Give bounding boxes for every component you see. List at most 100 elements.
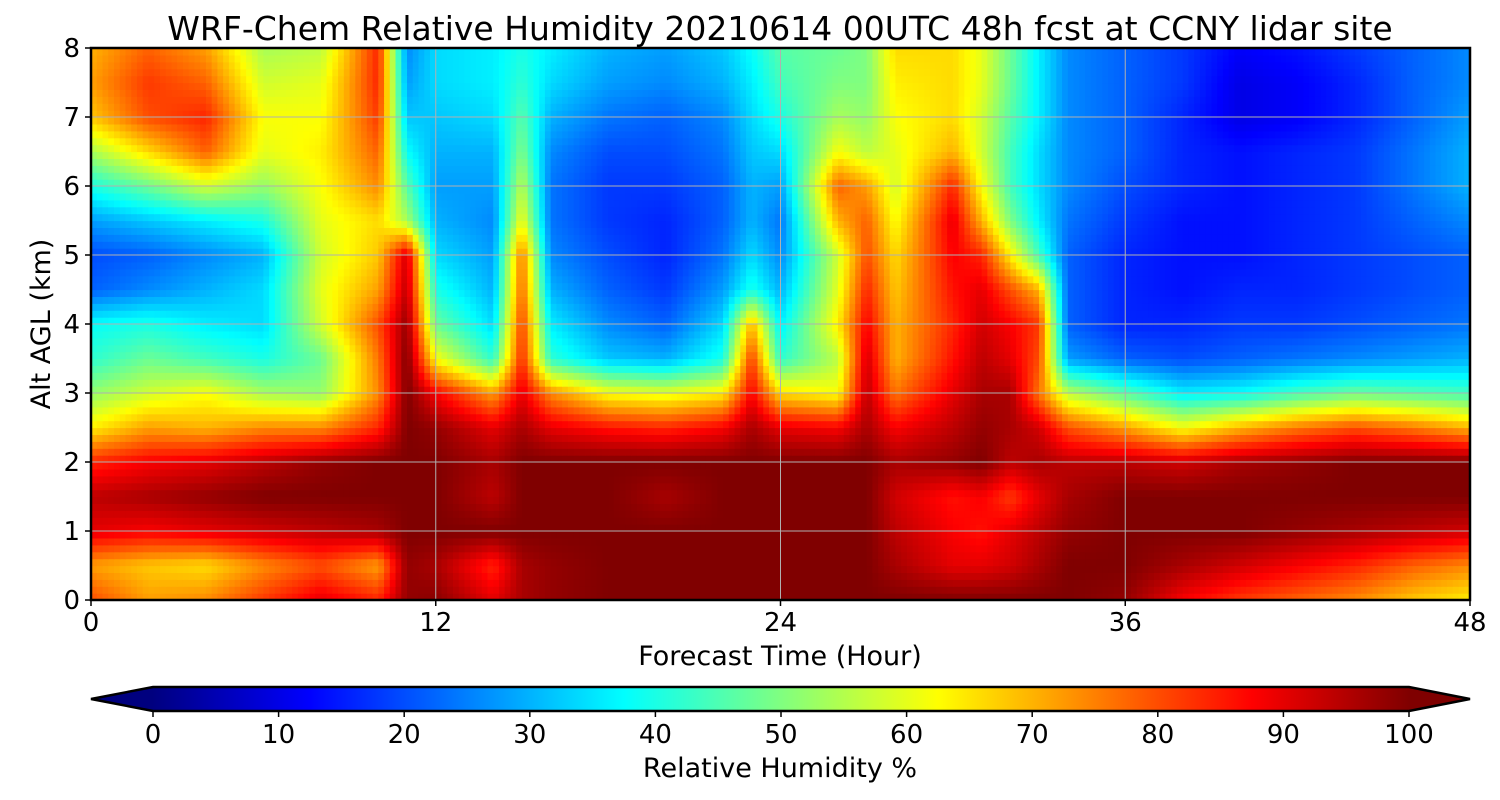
heatmap-cell — [803, 468, 810, 477]
heatmap-cell — [1194, 496, 1201, 504]
heatmap-cell — [349, 579, 356, 587]
heatmap-cell — [292, 537, 299, 546]
heatmap-cell — [636, 482, 644, 491]
heatmap-cell — [987, 503, 994, 511]
heatmap-cell — [1096, 586, 1103, 594]
heatmap-cell — [412, 496, 420, 504]
heatmap-cell — [1424, 496, 1431, 504]
heatmap-cell — [154, 565, 161, 573]
heatmap-cell — [223, 524, 230, 532]
heatmap-cell — [223, 579, 230, 587]
heatmap-cell — [159, 489, 167, 498]
heatmap-cell — [292, 565, 299, 573]
heatmap-cell — [883, 593, 891, 600]
heatmap-cell — [849, 544, 856, 553]
heatmap-cell — [1027, 482, 1034, 491]
heatmap-cell — [1217, 593, 1224, 600]
heatmap-cell — [1332, 524, 1339, 532]
heatmap-cell — [142, 586, 150, 594]
heatmap-cell — [711, 468, 718, 477]
heatmap-cell — [1159, 544, 1167, 553]
heatmap-cell — [412, 468, 420, 477]
heatmap-cell — [711, 579, 718, 587]
heatmap-cell — [619, 551, 626, 560]
heatmap-cell — [493, 537, 500, 546]
heatmap-cell — [1441, 503, 1448, 511]
heatmap-cell — [705, 489, 713, 498]
heatmap-cell — [769, 496, 776, 504]
heatmap-cell — [171, 544, 178, 553]
heatmap-cell — [1240, 593, 1247, 600]
heatmap-cell — [481, 586, 489, 594]
heatmap-cell — [366, 455, 374, 463]
heatmap-cell — [194, 531, 201, 539]
heatmap-cell — [849, 475, 856, 484]
heatmap-cell — [102, 455, 109, 463]
heatmap-cell — [1142, 558, 1149, 567]
heatmap-cell — [705, 572, 713, 580]
heatmap-cell — [1113, 475, 1121, 484]
heatmap-cell — [935, 544, 942, 553]
heatmap-cell — [355, 544, 362, 553]
heatmap-cell — [1039, 565, 1046, 573]
heatmap-cell — [205, 482, 213, 491]
heatmap-cell — [188, 579, 196, 587]
heatmap-cell — [746, 496, 753, 504]
heatmap-cell — [1326, 462, 1333, 470]
heatmap-cell — [1073, 537, 1080, 546]
heatmap-cell — [1228, 544, 1236, 553]
heatmap-cell — [326, 489, 333, 498]
heatmap-cell — [493, 544, 500, 553]
heatmap-cell — [303, 565, 310, 573]
heatmap-cell — [418, 572, 425, 580]
heatmap-cell — [113, 462, 121, 470]
heatmap-cell — [240, 475, 247, 484]
heatmap-cell — [1165, 489, 1172, 498]
heatmap-cell — [498, 510, 506, 518]
heatmap-cell — [654, 503, 661, 511]
heatmap-cell — [1217, 482, 1224, 491]
heatmap-cell — [1142, 586, 1149, 594]
heatmap-cell — [349, 489, 356, 498]
heatmap-cell — [533, 455, 540, 463]
heatmap-cell — [1389, 544, 1396, 553]
heatmap-cell — [1153, 468, 1161, 477]
heatmap-cell — [1378, 593, 1385, 600]
heatmap-cell — [671, 468, 678, 477]
heatmap-cell — [1194, 572, 1201, 580]
heatmap-cell — [1406, 565, 1414, 573]
heatmap-cell — [412, 510, 420, 518]
heatmap-cell — [475, 496, 483, 504]
heatmap-cell — [975, 565, 983, 573]
heatmap-cell — [671, 572, 678, 580]
heatmap-cell — [159, 593, 167, 600]
heatmap-cell — [987, 468, 994, 477]
heatmap-cell — [435, 565, 443, 573]
heatmap-cell — [820, 531, 828, 539]
heatmap-cell — [723, 468, 730, 477]
heatmap-cell — [843, 586, 851, 594]
heatmap-cell — [723, 544, 730, 553]
heatmap-cell — [217, 455, 224, 463]
heatmap-cell — [1033, 503, 1040, 511]
heatmap-cell — [1199, 489, 1207, 498]
heatmap-cell — [217, 537, 224, 546]
heatmap-cell — [389, 531, 397, 539]
heatmap-cell — [975, 572, 983, 580]
heatmap-cell — [217, 462, 224, 470]
heatmap-cell — [677, 579, 684, 587]
heatmap-cell — [188, 462, 196, 470]
heatmap-cell — [430, 565, 437, 573]
heatmap-cell — [91, 482, 98, 491]
heatmap-cell — [211, 482, 219, 491]
heatmap-cell — [1234, 531, 1241, 539]
heatmap-cell — [803, 462, 810, 470]
heatmap-cell — [177, 517, 184, 525]
heatmap-cell — [487, 468, 494, 477]
heatmap-cell — [1119, 496, 1126, 504]
heatmap-cell — [533, 462, 540, 470]
heatmap-cell — [809, 531, 816, 539]
heatmap-cell — [1435, 524, 1442, 532]
heatmap-cell — [217, 572, 224, 580]
heatmap-cell — [1079, 551, 1086, 560]
